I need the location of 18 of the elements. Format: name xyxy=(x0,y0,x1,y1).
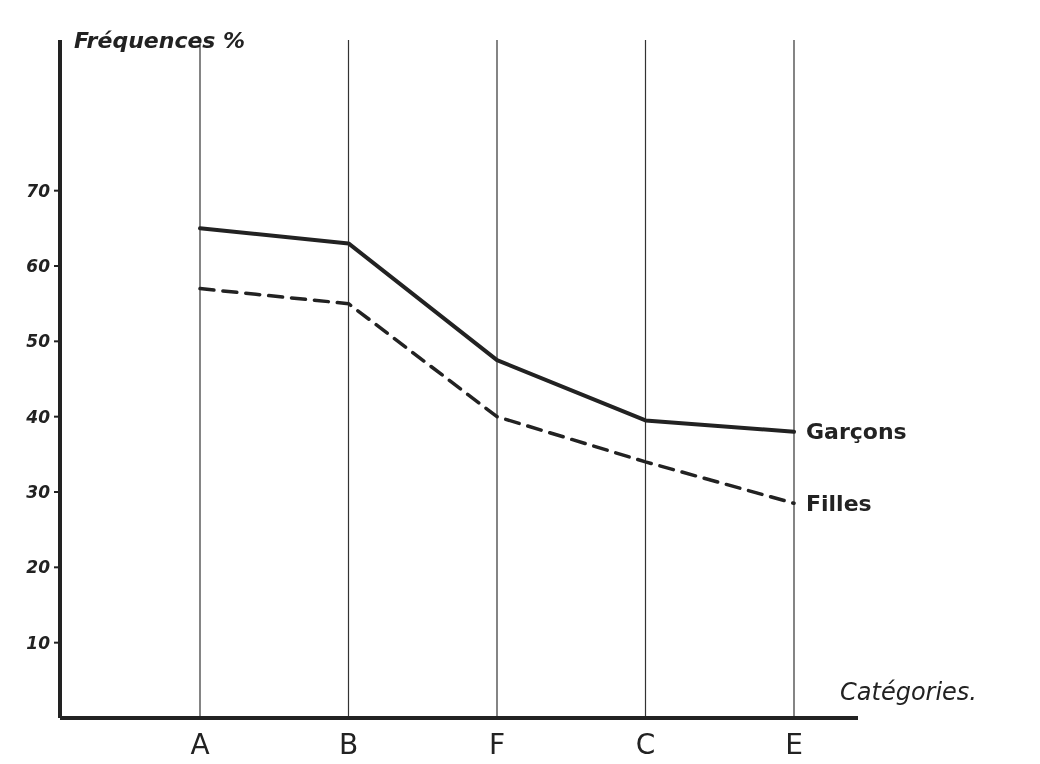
series-label: Filles xyxy=(806,491,872,516)
x-tick-label: A xyxy=(190,728,210,761)
x-axis-title: Catégories. xyxy=(840,678,977,706)
line-series xyxy=(198,286,796,506)
x-tick-label: E xyxy=(785,728,803,761)
y-tick-label: 70 xyxy=(26,180,51,201)
y-tick-label: 50 xyxy=(26,331,51,352)
series-label: Garçons xyxy=(806,419,907,445)
y-tick-label: 30 xyxy=(26,481,51,502)
x-tick-label: F xyxy=(488,728,506,761)
y-tick-label: 10 xyxy=(26,632,51,653)
y-tick-label: 20 xyxy=(26,557,51,578)
y-tick-label: 40 xyxy=(25,406,51,427)
line-series xyxy=(198,226,796,434)
x-tick-label: C xyxy=(635,728,656,761)
x-tick-label: B xyxy=(338,728,359,761)
y-tick-label: 60 xyxy=(26,255,51,276)
y-axis-title: Fréquences % xyxy=(74,28,246,53)
